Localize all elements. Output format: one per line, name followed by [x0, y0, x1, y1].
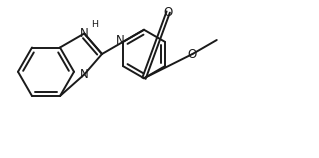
Text: N: N [115, 33, 124, 46]
Text: O: O [188, 48, 197, 61]
Text: O: O [164, 6, 173, 18]
Text: N: N [80, 27, 89, 40]
Text: H: H [91, 19, 98, 28]
Text: N: N [80, 68, 89, 81]
